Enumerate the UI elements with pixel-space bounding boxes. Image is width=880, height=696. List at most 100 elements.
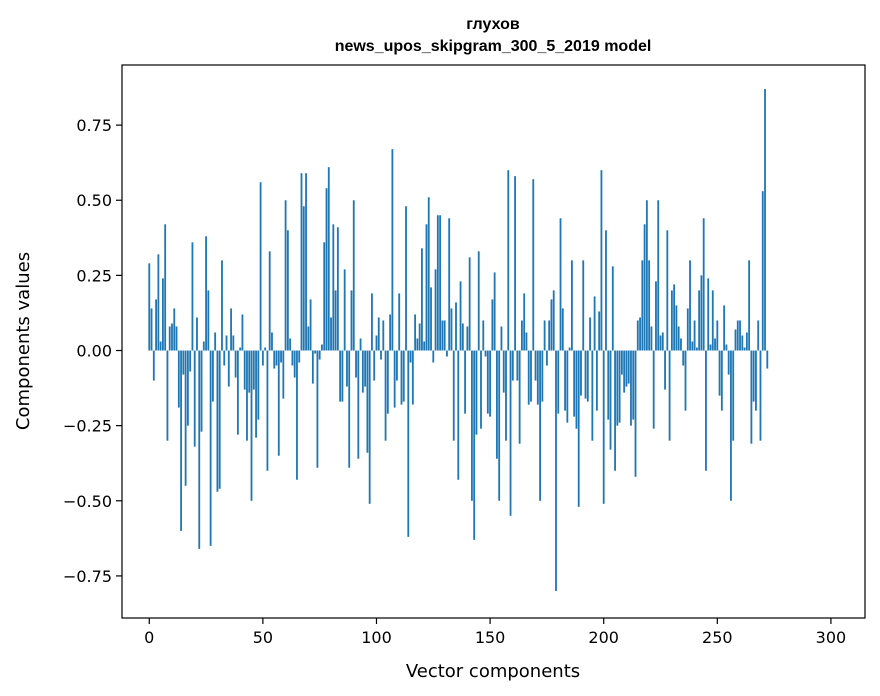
bar-component-66 xyxy=(298,350,301,363)
bar-component-63 xyxy=(291,350,294,366)
bar-component-64 xyxy=(293,350,296,378)
bar-component-65 xyxy=(296,350,298,480)
bar-component-214 xyxy=(634,350,637,477)
bar-component-68 xyxy=(302,206,305,351)
bar-component-196 xyxy=(593,296,596,351)
bar-component-268 xyxy=(757,320,760,351)
bar-component-143 xyxy=(473,350,476,540)
bar-component-12 xyxy=(175,326,178,351)
bar-component-245 xyxy=(705,350,707,471)
bar-component-125 xyxy=(432,350,435,363)
bar-component-132 xyxy=(448,218,451,351)
bar-component-111 xyxy=(400,350,403,405)
x-tick-label: 200 xyxy=(588,628,619,647)
bar-component-199 xyxy=(600,170,603,351)
bar-component-189 xyxy=(577,350,580,507)
bar-component-171 xyxy=(536,350,539,405)
bar-component-129 xyxy=(441,320,444,351)
bar-component-59 xyxy=(282,350,285,399)
bar-component-186 xyxy=(570,260,573,351)
bar-component-38 xyxy=(234,350,237,378)
bar-component-174 xyxy=(543,320,546,351)
bar-component-271 xyxy=(764,89,766,351)
bar-component-242 xyxy=(698,290,701,351)
bar-component-180 xyxy=(557,350,560,414)
bar-component-253 xyxy=(723,305,726,351)
bar-component-175 xyxy=(545,350,548,366)
bar-component-82 xyxy=(334,290,337,351)
bar-component-247 xyxy=(709,344,712,351)
bar-component-224 xyxy=(657,200,660,351)
bar-component-165 xyxy=(523,293,526,351)
bar-component-164 xyxy=(520,320,523,351)
y-tick-label: −0.50 xyxy=(63,492,112,511)
bar-component-30 xyxy=(216,350,219,492)
bar-component-146 xyxy=(480,350,482,429)
bar-component-265 xyxy=(750,350,753,444)
bar-component-201 xyxy=(605,230,607,351)
bar-component-13 xyxy=(177,350,180,408)
bar-component-264 xyxy=(748,260,751,351)
bar-component-250 xyxy=(716,320,719,351)
bar-component-8 xyxy=(166,350,169,441)
bar-component-252 xyxy=(720,350,723,411)
bar-component-21 xyxy=(196,317,198,351)
bar-component-225 xyxy=(659,335,662,351)
bar-component-122 xyxy=(425,224,428,351)
bar-component-126 xyxy=(434,269,437,351)
bar-component-40 xyxy=(239,347,242,351)
bar-component-244 xyxy=(702,218,705,351)
bar-component-29 xyxy=(214,332,217,351)
bar-component-209 xyxy=(623,350,626,393)
bar-component-89 xyxy=(350,290,353,351)
bar-component-37 xyxy=(232,335,235,351)
bar-component-233 xyxy=(677,326,680,351)
bar-component-76 xyxy=(321,344,323,351)
bar-component-149 xyxy=(486,350,489,414)
bar-component-9 xyxy=(168,326,171,351)
bar-component-230 xyxy=(670,290,673,351)
bar-component-114 xyxy=(407,350,410,537)
bar-component-22 xyxy=(198,350,201,549)
bar-component-258 xyxy=(734,329,737,351)
bar-component-229 xyxy=(668,350,671,441)
bar-component-60 xyxy=(284,200,287,351)
bar-component-116 xyxy=(411,350,414,405)
x-axis-ticks: 0 50 100 150 200 250 300 xyxy=(144,618,846,647)
bar-component-155 xyxy=(500,326,503,351)
bar-component-107 xyxy=(391,149,394,351)
bar-component-231 xyxy=(673,284,676,351)
bar-component-137 xyxy=(459,281,462,351)
bar-component-106 xyxy=(389,314,392,351)
bar-component-249 xyxy=(714,338,716,351)
bar-component-238 xyxy=(689,260,691,351)
bar-component-41 xyxy=(241,314,244,351)
bar-component-33 xyxy=(223,350,226,366)
bar-component-272 xyxy=(766,350,769,369)
bar-component-185 xyxy=(568,347,571,351)
bar-component-23 xyxy=(200,350,203,432)
bar-component-205 xyxy=(614,350,616,471)
bar-component-130 xyxy=(443,320,446,351)
bar-component-103 xyxy=(382,320,385,351)
bar-component-70 xyxy=(307,326,310,351)
bar-component-213 xyxy=(632,350,635,420)
bar-component-28 xyxy=(211,350,214,402)
bar-component-183 xyxy=(564,350,566,411)
bar-component-240 xyxy=(693,320,696,351)
bar-component-241 xyxy=(695,347,698,351)
bar-component-141 xyxy=(468,257,471,351)
y-axis-label: Components values xyxy=(13,252,34,430)
bar-component-226 xyxy=(661,332,664,351)
bar-component-140 xyxy=(466,326,469,351)
bar-component-204 xyxy=(611,266,614,351)
bar-component-232 xyxy=(675,305,678,351)
bar-component-87 xyxy=(346,350,348,387)
bar-component-19 xyxy=(191,242,194,351)
bar-component-96 xyxy=(366,350,369,453)
bar-component-138 xyxy=(461,323,464,351)
bar-component-237 xyxy=(686,308,689,351)
bar-component-17 xyxy=(186,350,189,426)
bar-component-182 xyxy=(561,308,564,351)
bar-component-81 xyxy=(332,224,335,351)
